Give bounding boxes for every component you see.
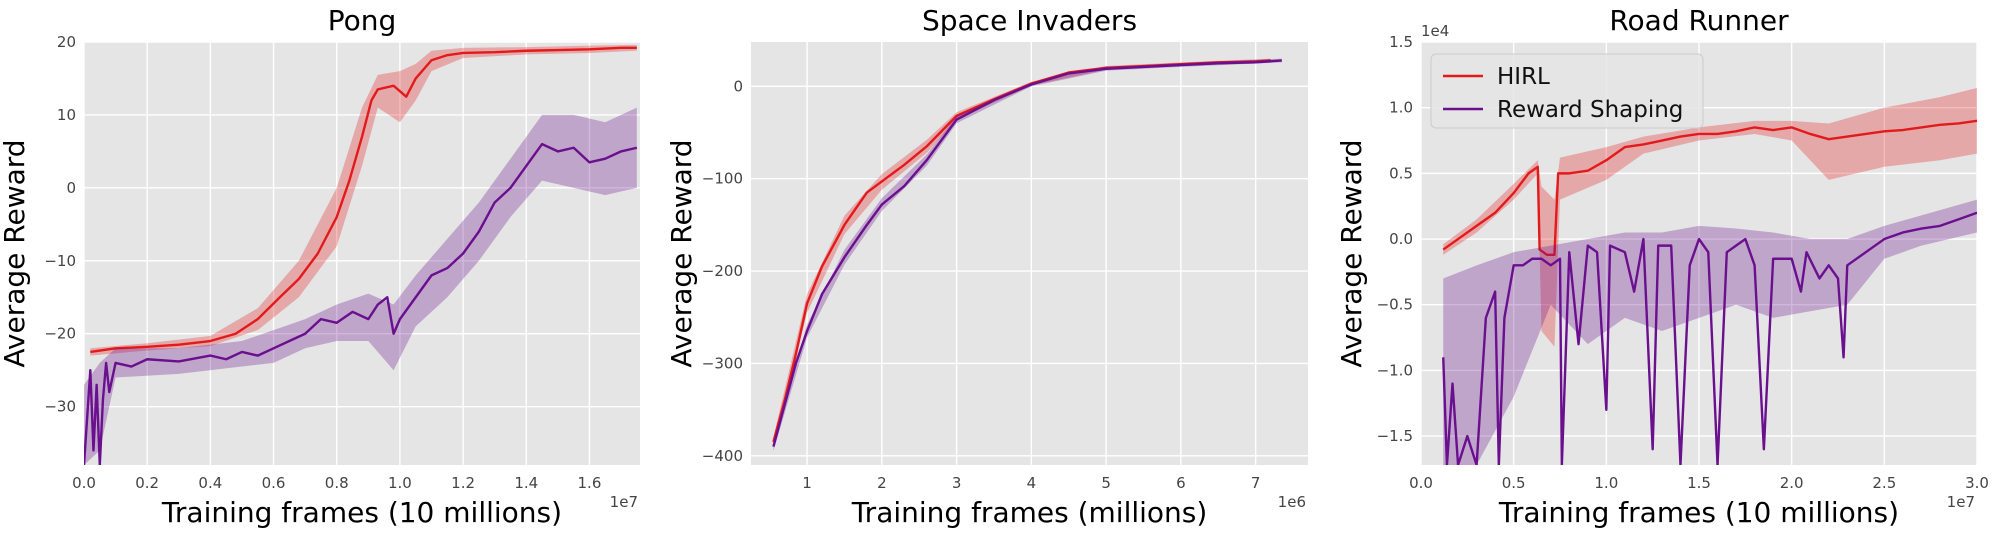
line-reward-shaping	[1442, 211, 1977, 465]
x-tick-label: 0.0	[72, 474, 96, 492]
y-tick-label: −200	[702, 262, 743, 280]
y-tick-label: 0.5	[1389, 164, 1413, 182]
y-tick-label: 0.0	[1389, 230, 1413, 248]
y-tick-label: 1.0	[1389, 99, 1413, 117]
x-tick-label: 7	[1251, 474, 1261, 492]
chart-title: Road Runner	[1609, 4, 1789, 37]
x-tick-label: 3.0	[1965, 474, 1989, 492]
y-tick-label: −400	[702, 447, 743, 465]
x-offset-label: 1e6	[1278, 493, 1306, 511]
y-axis-label: Average Reward	[1335, 139, 1368, 367]
x-offset-label: 1e7	[610, 493, 638, 511]
x-tick-label: 0.0	[1409, 474, 1433, 492]
line-hirl	[90, 46, 637, 354]
series-group	[84, 44, 638, 465]
series-group	[772, 58, 1282, 452]
x-tick-label: 1	[802, 474, 812, 492]
chart-title: Pong	[328, 4, 397, 37]
plot-background	[751, 42, 1308, 465]
x-tick-label: 6	[1176, 474, 1186, 492]
x-tick-label: 0.5	[1502, 474, 1526, 492]
x-tick-label: 0.2	[135, 474, 159, 492]
y-tick-label: 20	[57, 33, 76, 51]
chart-panel-0: 0.0 0.2 0.4 0.6 0.8 1.0 1.2 1.4 1.6 20 10 0 −10 −20 −3…	[0, 4, 640, 529]
y-tick-label: 1.5	[1389, 33, 1413, 51]
x-tick-label: 3	[952, 474, 962, 492]
y-axis-label: Average Reward	[0, 139, 31, 367]
y-tick-label: −30	[44, 398, 76, 416]
y-tick-label: −100	[702, 170, 743, 188]
y-axis-label: Average Reward	[665, 139, 698, 367]
x-tick-label: 0.8	[325, 474, 349, 492]
x-axis-label: Training frames (millions)	[851, 496, 1208, 529]
plot-background	[84, 42, 640, 465]
y-tick-label: −10	[44, 252, 76, 270]
x-tick-label: 2	[877, 474, 887, 492]
legend-label: HIRL	[1497, 64, 1550, 90]
chart-panel-1: 1 2 3 4 5 6 7 0 −100 −200 −300 −400 1e6 Space Invader…	[665, 4, 1308, 529]
y-tick-label: −1.0	[1377, 361, 1413, 379]
x-tick-label: 1.0	[388, 474, 412, 492]
x-axis-label: Training frames (10 millions)	[1498, 496, 1899, 529]
y-tick-label: 0	[66, 179, 76, 197]
x-tick-label: 2.0	[1780, 474, 1804, 492]
y-tick-label: −300	[702, 354, 743, 372]
y-offset-label: 1e4	[1421, 22, 1449, 40]
x-axis-label: Training frames (10 millions)	[161, 496, 562, 529]
y-tick-label: 0	[733, 77, 743, 95]
y-tick-label: −20	[44, 325, 76, 343]
x-tick-label: 0.6	[262, 474, 286, 492]
line-hirl	[1442, 119, 1977, 257]
y-tick-label: 10	[57, 106, 76, 124]
legend-box	[1430, 53, 1704, 129]
y-tick-label: −0.5	[1377, 296, 1413, 314]
chart-panel-2: 0.0 0.5 1.0 1.5 2.0 2.5 3.0 1.5 1.0 0.5 0.0 −0.5 −1.…	[1335, 4, 1989, 529]
chart-title: Space Invaders	[922, 4, 1137, 37]
x-tick-label: 1.5	[1687, 474, 1711, 492]
band-reward-shaping	[84, 107, 637, 465]
x-tick-label: 4	[1027, 474, 1037, 492]
band-reward-shaping	[1443, 199, 1977, 465]
series-group	[1442, 87, 1977, 465]
x-tick-label: 0.4	[198, 474, 222, 492]
legend-label: Reward Shaping	[1497, 97, 1683, 123]
x-tick-label: 1.0	[1594, 474, 1618, 492]
x-tick-label: 1.4	[514, 474, 538, 492]
x-offset-label: 1e7	[1947, 493, 1975, 511]
line-reward-shaping	[772, 59, 1282, 447]
line-reward-shaping	[84, 142, 638, 465]
x-tick-label: 2.5	[1872, 474, 1896, 492]
x-tick-label: 1.2	[451, 474, 475, 492]
x-tick-label: 5	[1101, 474, 1111, 492]
band-hirl	[1443, 87, 1977, 347]
x-tick-label: 1.6	[578, 474, 602, 492]
band-hirl	[90, 44, 637, 356]
y-tick-label: −1.5	[1377, 427, 1413, 445]
